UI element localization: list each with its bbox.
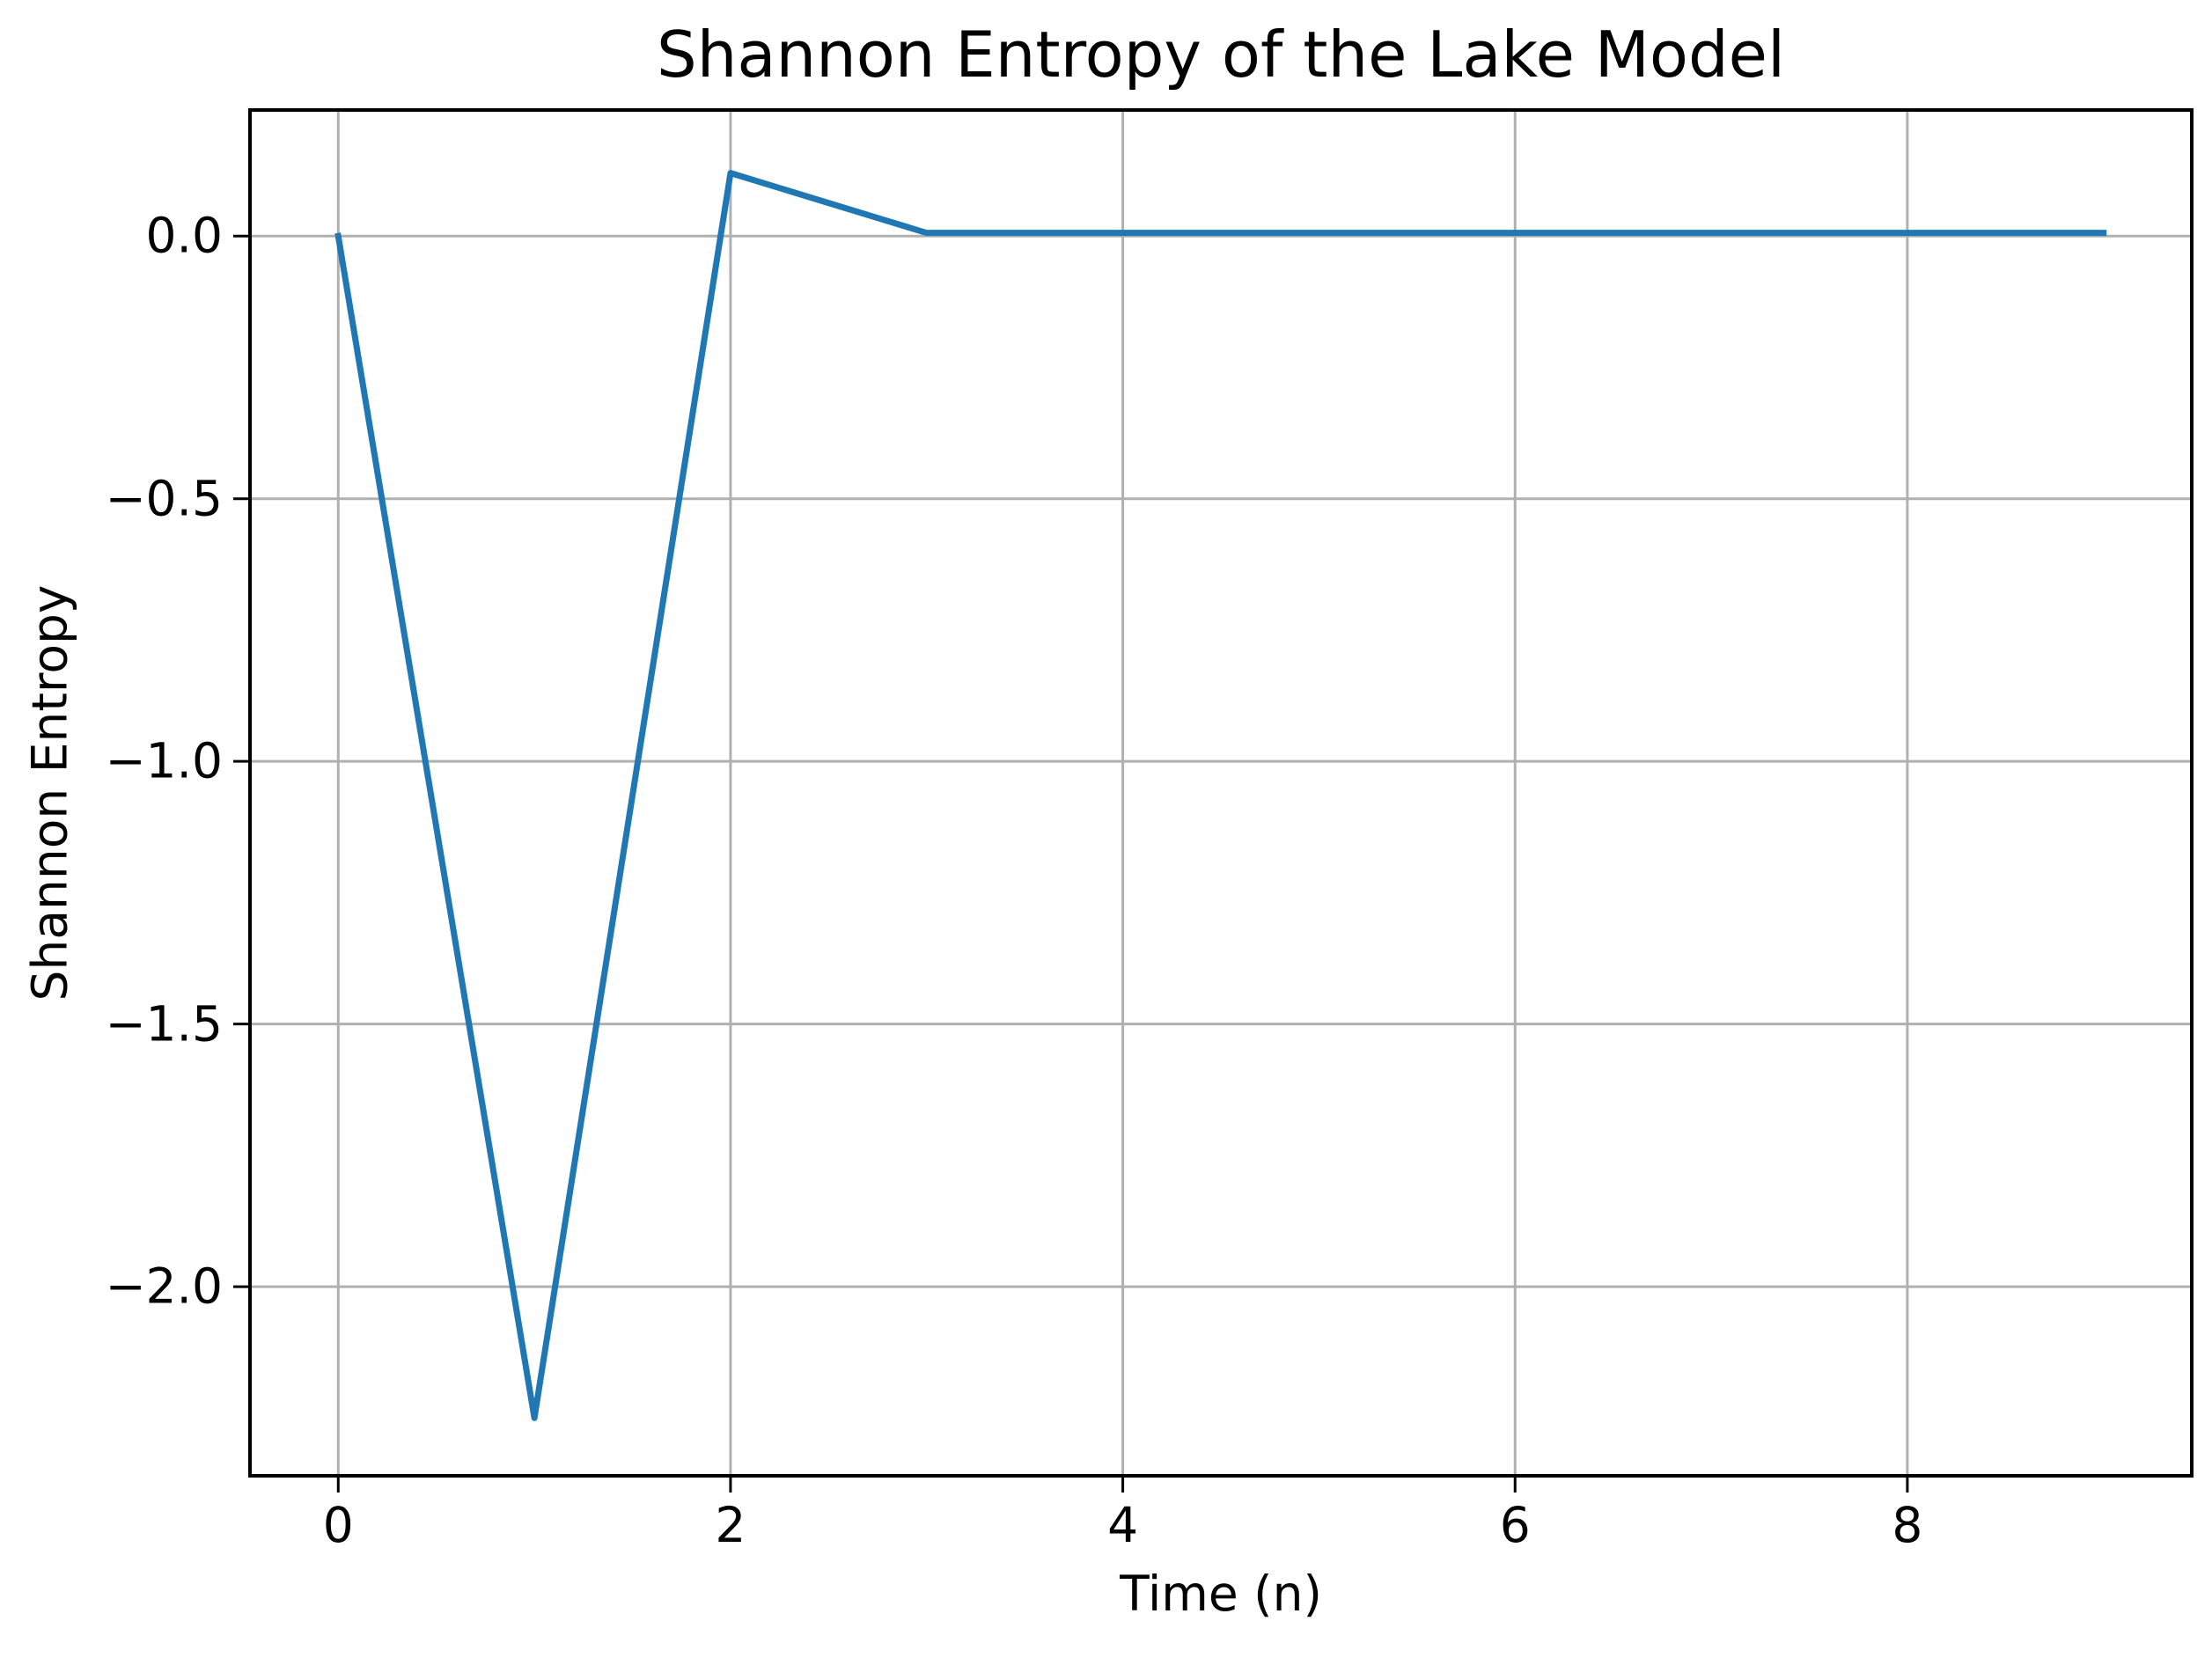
y-tick-label: −1.5 [105,995,223,1053]
y-tick-label: −2.0 [105,1258,223,1315]
y-tick-label: −1.0 [105,732,223,789]
x-tick-label: 4 [1107,1497,1139,1553]
y-tick-label: −0.5 [105,470,223,527]
x-tick-label: 0 [322,1497,354,1553]
y-tick-label: 0.0 [145,207,223,264]
x-tick-label: 8 [1892,1497,1923,1553]
x-axis-label: Time (n) [1120,1566,1322,1622]
x-tick-label: 2 [715,1497,746,1553]
y-axis-label: Shannon Entropy [21,584,78,1001]
axes-spines [248,108,2194,1478]
x-tick-label: 6 [1499,1497,1531,1553]
chart-title: Shannon Entropy of the Lake Model [657,18,1785,92]
entropy-line [334,170,2107,1421]
